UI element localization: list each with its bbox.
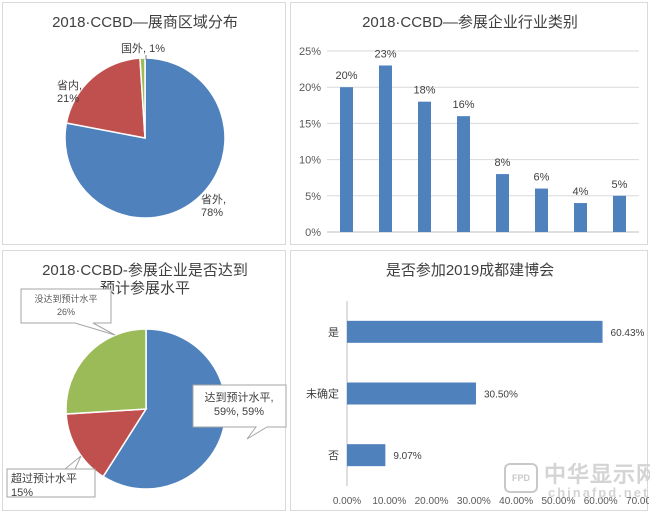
bar-data-label: 8% bbox=[495, 157, 511, 169]
slice-label-exceeded: 超过预计水平 15% bbox=[11, 471, 77, 499]
bar bbox=[418, 101, 431, 233]
x-tick-label: 10.00% bbox=[372, 496, 406, 507]
attend-2019-bar-chart: 是否参加2019成都建博会 0.00% 10.00% 20.00% 30.00% 40.0… bbox=[306, 262, 649, 507]
x-tick-label: 30.00% bbox=[457, 496, 491, 507]
watermark-name: 中华显示网 bbox=[544, 462, 650, 487]
x-tick-label: 50.00% bbox=[541, 496, 575, 507]
attend-2019-panel: 是否参加2019成都建博会 0.00% 10.00% 20.00% 30.00% 40.0… bbox=[290, 250, 649, 511]
watermark-badge: FPD bbox=[504, 463, 538, 493]
bar bbox=[496, 174, 509, 232]
bar-data-label: 18% bbox=[413, 85, 435, 97]
slice-label-inside-province: 省内, 21% bbox=[57, 78, 82, 105]
x-tick-label: 60.00% bbox=[584, 496, 618, 507]
expectation-slice-2 bbox=[65, 328, 147, 415]
chart-title: 是否参加2019成都建博会 bbox=[386, 262, 554, 279]
y-tick-label: 15% bbox=[299, 118, 321, 130]
industry-bar-panel: 2018·CCBD—参展企业行业类别 0% 5% 10% 15% 20% 25% 20% 23%… bbox=[290, 2, 648, 245]
bar-data-label: 23% bbox=[374, 48, 396, 60]
x-tick-label: 20.00% bbox=[415, 496, 449, 507]
bar bbox=[457, 116, 470, 232]
bar-data-label: 4% bbox=[573, 186, 589, 198]
chart-title: 2018·CCBD—参展企业行业类别 bbox=[362, 13, 578, 31]
category-label: 是 bbox=[328, 326, 339, 339]
watermark-url: chinafpd.net bbox=[548, 485, 650, 500]
bar-data-label: 16% bbox=[452, 99, 474, 111]
bar-data-label: 20% bbox=[335, 70, 357, 82]
callout-not-reached bbox=[20, 288, 116, 336]
category-label: 未确定 bbox=[306, 387, 339, 401]
y-tick-label: 10% bbox=[299, 155, 321, 167]
bar bbox=[347, 444, 386, 467]
y-tick-label: 20% bbox=[299, 82, 321, 94]
region-slice-2 bbox=[139, 57, 146, 139]
bar bbox=[379, 65, 392, 232]
bar bbox=[347, 382, 476, 405]
bar-data-label: 5% bbox=[612, 179, 628, 191]
x-tick-label: 70.00% bbox=[626, 496, 649, 507]
bar-data-label: 6% bbox=[534, 172, 550, 184]
expectation-pie-panel: 2018·CCBD-参展企业是否达到预计参展水平达到预计水平, 59%, 59% 超… bbox=[2, 250, 287, 511]
category-label: 否 bbox=[328, 450, 339, 462]
y-tick-label: 25% bbox=[299, 46, 321, 58]
y-tick-label: 5% bbox=[305, 191, 321, 203]
industry-bar-chart: 2018·CCBD—参展企业行业类别 0% 5% 10% 15% 20% 25% 20% 23%… bbox=[299, 13, 639, 239]
y-tick-label: 0% bbox=[305, 227, 321, 239]
slice-label-abroad: 国外, 1% bbox=[121, 42, 165, 55]
slice-label-outside-province: 省外, 78% bbox=[201, 193, 226, 219]
bar-data-label: 9.07% bbox=[393, 451, 421, 462]
watermark-logo: FPD 中华显示网 chinafpd.net bbox=[498, 455, 650, 507]
callout-reached bbox=[192, 384, 287, 440]
chart-title: 2018·CCBD-参展企业是否达到预计参展水平 bbox=[42, 261, 248, 297]
chart-title: 2018·CCBD—展商区域分布 bbox=[52, 14, 238, 31]
expectation-slice-0 bbox=[102, 328, 227, 490]
bar-data-label: 60.43% bbox=[611, 328, 645, 339]
slice-label-reached: 达到预计水平, 59%, 59% bbox=[204, 391, 273, 418]
slice-label-not-reached: 没达到预计水平 26% bbox=[34, 293, 97, 317]
bar-data-label: 30.50% bbox=[484, 390, 518, 401]
x-tick-label: 40.00% bbox=[499, 496, 533, 507]
region-pie-panel: 2018·CCBD—展商区域分布省外, 78% 省内, 21% 国外, 1% bbox=[2, 2, 286, 245]
expectation-slice-1 bbox=[65, 408, 148, 478]
bar bbox=[347, 320, 603, 343]
bar bbox=[574, 203, 587, 232]
region-slice-1 bbox=[65, 57, 146, 139]
x-tick-label: 0.00% bbox=[333, 496, 361, 507]
callout-exceeded bbox=[6, 455, 96, 498]
bar bbox=[340, 87, 353, 232]
bar bbox=[613, 195, 626, 232]
bar bbox=[535, 188, 548, 232]
